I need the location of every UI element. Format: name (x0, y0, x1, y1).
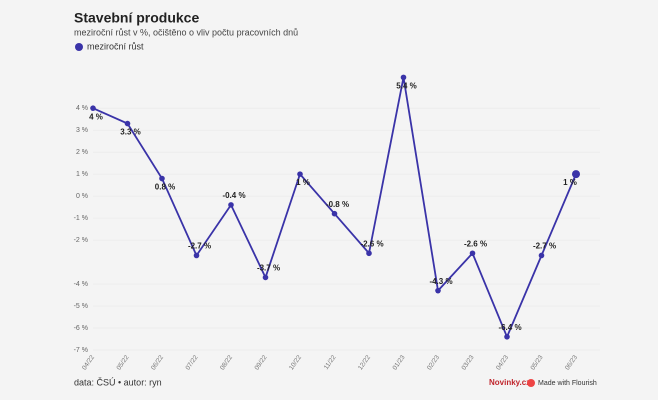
data-point (435, 287, 441, 294)
data-label: -6.4 % (498, 323, 521, 332)
data-point (90, 105, 96, 111)
data-label: -2.7 % (533, 242, 556, 251)
data-label: -3.7 % (257, 264, 280, 273)
data-label: 1 % (296, 178, 310, 187)
data-label: -2.6 % (360, 239, 383, 248)
data-point (400, 74, 407, 81)
data-label: 1 % (563, 178, 577, 187)
y-tick-label: 4 % (76, 105, 88, 112)
y-tick-label: 2 % (76, 149, 88, 156)
data-label: 5.4 % (396, 82, 416, 91)
y-tick-label: -1 % (74, 215, 88, 222)
credit: Made with Flourish (538, 380, 597, 387)
data-point (366, 250, 372, 257)
data-label: -0.4 % (222, 191, 245, 200)
data-label: 3.3 % (120, 128, 140, 137)
y-tick-label: -5 % (74, 303, 88, 310)
data-point (193, 252, 200, 259)
data-label: -0.8 % (326, 200, 349, 209)
data-point (504, 334, 510, 340)
chart-subtitle: meziroční růst v %, očištěno o vliv počt… (74, 27, 298, 37)
legend-label: meziroční růst (87, 41, 144, 51)
data-point (159, 175, 165, 182)
y-tick-label: 3 % (76, 127, 88, 134)
data-label: 0.8 % (155, 183, 175, 192)
y-tick-label: -6 % (74, 325, 88, 332)
data-label: -2.6 % (464, 239, 487, 248)
y-tick-label: -2 % (74, 237, 88, 244)
y-tick-label: 1 % (76, 171, 88, 178)
data-point (262, 274, 269, 281)
source: data: ČSÚ • autor: ryn (74, 377, 162, 387)
flourish-icon (527, 379, 535, 387)
chart-title: Stavební produkce (74, 10, 199, 26)
data-point (124, 120, 131, 127)
y-tick-label: -4 % (74, 281, 88, 288)
y-tick-label: 0 % (76, 193, 88, 200)
data-point (297, 171, 303, 177)
data-label: -2.7 % (188, 242, 211, 251)
data-label: 4 % (89, 112, 103, 121)
data-point (469, 250, 476, 257)
data-point (331, 210, 338, 217)
data-point (538, 252, 545, 259)
y-tick-label: -7 % (74, 347, 88, 354)
data-point (228, 202, 234, 208)
data-point (572, 170, 580, 179)
legend-marker (75, 43, 83, 51)
brand: Novinky.cz (489, 378, 530, 387)
data-label: -4.3 % (429, 277, 452, 286)
